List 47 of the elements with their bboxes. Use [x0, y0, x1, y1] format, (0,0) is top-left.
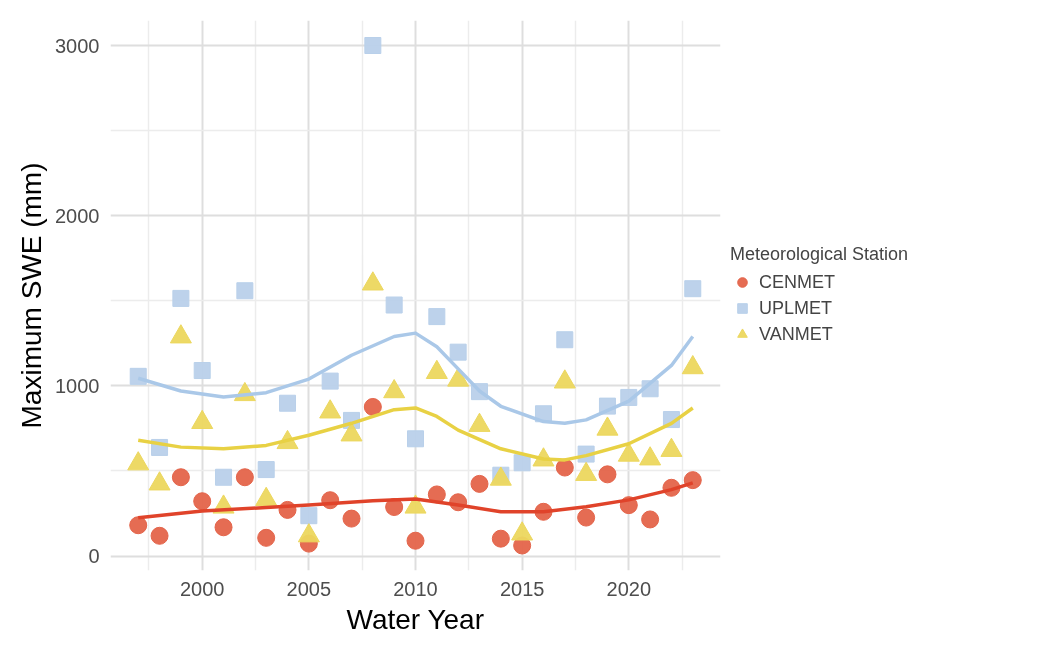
point	[193, 362, 211, 380]
point	[363, 397, 382, 416]
point	[555, 458, 574, 477]
point	[556, 331, 574, 349]
y-axis-title: Maximum SWE (mm)	[16, 162, 48, 429]
point	[342, 509, 361, 528]
point	[491, 529, 510, 548]
point	[470, 474, 489, 493]
y-tick-label: 3000	[55, 34, 100, 57]
point	[598, 465, 617, 484]
point	[215, 468, 233, 486]
point	[407, 430, 424, 448]
point	[279, 394, 297, 412]
point	[235, 468, 254, 487]
point	[214, 518, 233, 537]
point	[513, 454, 531, 472]
point	[193, 492, 212, 511]
x-tick-label: 2005	[286, 577, 332, 600]
point	[172, 289, 190, 307]
legend-label: UPLMET	[759, 297, 833, 319]
y-tick-label: 0	[88, 545, 100, 568]
point	[641, 510, 660, 529]
y-tick-label: 1000	[55, 374, 100, 397]
point	[257, 461, 275, 479]
x-tick-label: 2010	[393, 577, 438, 600]
point	[406, 531, 425, 550]
point	[150, 526, 169, 545]
point	[171, 468, 190, 487]
point	[385, 296, 403, 314]
point	[300, 507, 318, 525]
y-tick-label: 2000	[55, 204, 100, 227]
legend-label: CENMET	[759, 271, 835, 293]
x-tick-label: 2020	[606, 577, 652, 600]
point	[257, 528, 276, 547]
point	[684, 280, 702, 298]
point	[364, 37, 382, 55]
x-tick-label: 2015	[499, 577, 545, 600]
x-axis-title: Water Year	[346, 603, 484, 635]
legend-label: VANMET	[759, 323, 833, 345]
point	[449, 343, 467, 361]
point	[577, 508, 596, 527]
legend-title: Meteorological Station	[730, 244, 909, 265]
point	[321, 372, 339, 390]
point	[428, 308, 446, 326]
point	[129, 516, 148, 535]
x-tick-label: 2000	[179, 577, 225, 600]
point	[236, 282, 254, 300]
